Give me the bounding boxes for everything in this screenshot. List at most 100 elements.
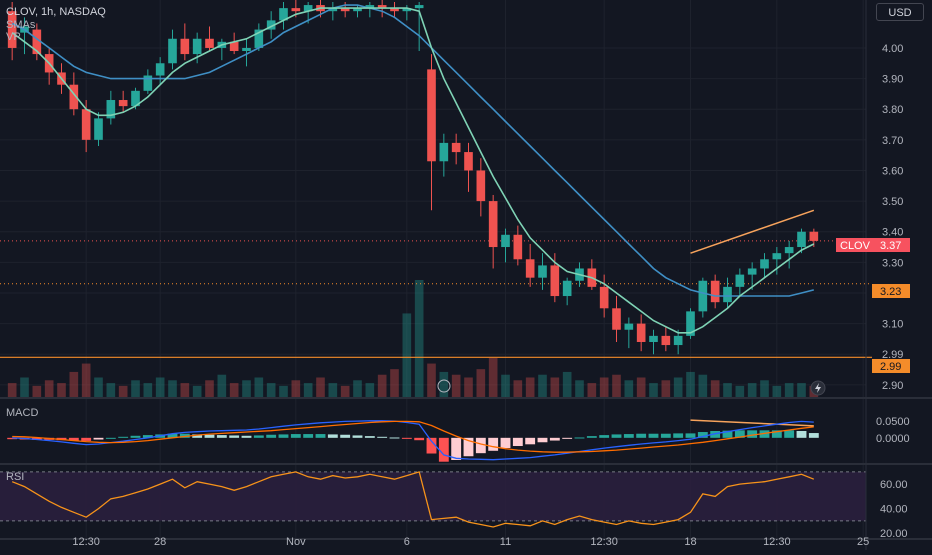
macd-histogram-bar <box>68 437 79 441</box>
candle[interactable] <box>464 142 473 192</box>
candle[interactable] <box>180 23 190 61</box>
candle[interactable] <box>476 158 486 217</box>
candle[interactable] <box>143 69 153 94</box>
candle[interactable] <box>735 268 745 297</box>
candle[interactable] <box>513 225 523 266</box>
candle[interactable] <box>538 253 547 290</box>
macd-histogram-bar <box>488 437 499 451</box>
macd-histogram-bar <box>81 437 92 441</box>
volume-bar <box>612 374 621 397</box>
candle[interactable] <box>7 2 17 61</box>
candle[interactable] <box>106 90 116 125</box>
macd-histogram-bar <box>7 437 18 440</box>
candle[interactable] <box>353 5 362 18</box>
candle[interactable] <box>229 32 239 55</box>
candle[interactable] <box>168 29 177 70</box>
event-icon[interactable] <box>437 379 451 393</box>
candle[interactable] <box>747 262 757 290</box>
candle[interactable] <box>488 194 498 269</box>
candles[interactable] <box>7 0 819 355</box>
candle[interactable] <box>661 326 671 352</box>
rsi-pane-label[interactable]: RSI <box>6 471 24 483</box>
macd-pane[interactable] <box>7 420 819 462</box>
volume-bar <box>365 383 375 397</box>
candle[interactable] <box>624 317 634 349</box>
candle-body <box>94 118 103 140</box>
candle[interactable] <box>205 26 214 52</box>
candle[interactable] <box>32 23 42 61</box>
candle[interactable] <box>612 296 621 342</box>
candle[interactable] <box>698 277 708 318</box>
indicator-smas-label[interactable]: SMAs <box>6 19 36 31</box>
macd-trendline[interactable] <box>690 419 814 427</box>
candle[interactable] <box>710 274 720 309</box>
macd-histogram-bar <box>710 431 721 438</box>
candle[interactable] <box>365 2 375 18</box>
candle[interactable] <box>279 2 288 30</box>
macd-histogram-bar <box>266 434 277 438</box>
candle[interactable] <box>427 54 436 211</box>
candle-body <box>168 38 177 64</box>
volume-bar <box>229 383 239 397</box>
candle-body <box>538 265 547 278</box>
candle[interactable] <box>772 247 782 275</box>
price-trendline[interactable] <box>690 209 815 254</box>
candle[interactable] <box>562 277 572 306</box>
candle[interactable] <box>94 112 103 146</box>
candle[interactable] <box>599 274 609 318</box>
macd-histogram-bar <box>562 437 573 439</box>
candle[interactable] <box>414 2 424 52</box>
candle[interactable] <box>636 314 646 352</box>
macd-pane-label[interactable]: MACD <box>6 407 38 419</box>
volume-bar <box>377 374 387 397</box>
price-tick-label: 3.50 <box>882 196 903 208</box>
candle[interactable] <box>673 329 683 355</box>
candle[interactable] <box>649 329 658 355</box>
volume-bar <box>118 385 128 397</box>
candle[interactable] <box>439 133 449 177</box>
macd-histogram-bar <box>734 430 745 438</box>
candle[interactable] <box>118 90 128 113</box>
candle[interactable] <box>266 11 276 39</box>
candle[interactable] <box>390 2 399 18</box>
macd-histogram-bar <box>93 437 104 440</box>
candle[interactable] <box>451 133 461 165</box>
candle[interactable] <box>242 38 251 67</box>
candle[interactable] <box>760 253 769 278</box>
candle[interactable] <box>686 308 695 339</box>
flash-icon[interactable] <box>810 380 826 396</box>
macd-histogram-bar <box>623 434 634 438</box>
candle[interactable] <box>525 243 535 287</box>
sma-fast-line <box>11 7 815 334</box>
volume-bar <box>525 377 535 397</box>
volume-bar <box>562 371 572 397</box>
candle[interactable] <box>254 23 264 52</box>
volume-bar <box>316 377 325 397</box>
macd-histogram-bar <box>364 436 375 438</box>
macd-histogram-bar <box>142 435 153 438</box>
indicator-vp-label[interactable]: VP <box>6 31 21 43</box>
candle-body <box>735 274 745 287</box>
candle[interactable] <box>328 2 338 21</box>
candle[interactable] <box>784 240 794 269</box>
candle-body <box>723 286 732 303</box>
trendlines[interactable] <box>690 209 815 427</box>
candle[interactable] <box>723 277 732 309</box>
rsi-line <box>11 471 815 528</box>
volume-bar <box>673 377 683 397</box>
macd-histogram-bar <box>401 437 412 439</box>
rsi-pane[interactable] <box>0 471 866 528</box>
currency-button[interactable]: USD <box>876 3 924 21</box>
candle[interactable] <box>809 228 819 248</box>
candle[interactable] <box>501 228 510 263</box>
candle[interactable] <box>797 228 806 254</box>
volume-bar <box>57 383 66 397</box>
volume-bar <box>7 383 17 397</box>
volume-bar <box>168 380 177 397</box>
candle[interactable] <box>155 57 165 85</box>
candle[interactable] <box>192 32 202 64</box>
volume-bar <box>427 363 436 397</box>
volume-bar <box>488 358 498 397</box>
